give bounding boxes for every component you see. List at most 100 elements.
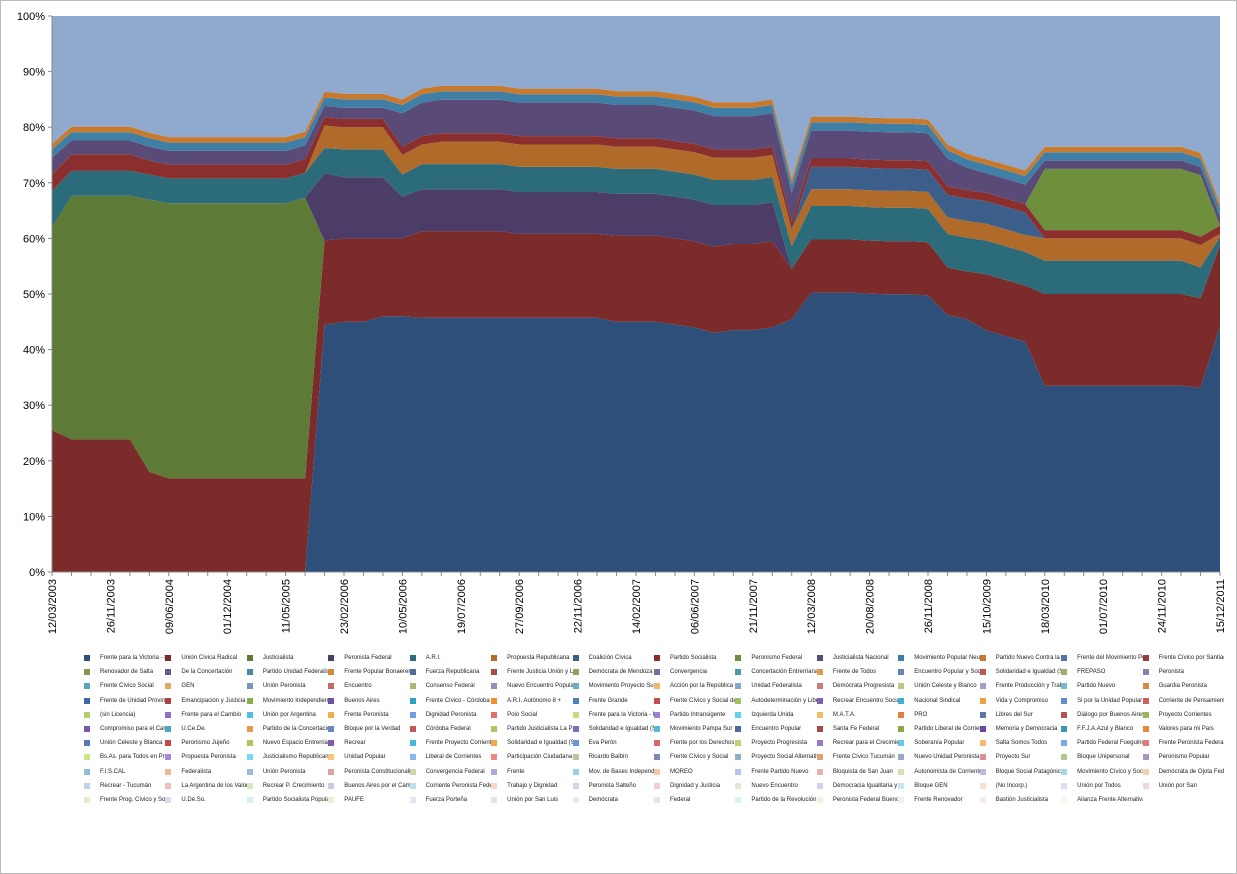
legend-item: Si por la Unidad Popular bbox=[1061, 697, 1142, 705]
legend-label: Partido Socialista Popular bbox=[262, 796, 329, 803]
legend-item: Unión Peronista bbox=[246, 682, 328, 690]
legend-item: Partido de la Revolución Democrática bbox=[735, 796, 817, 804]
legend-item: Soberanía Popular bbox=[898, 739, 979, 747]
legend-label: La Argentina de los Valores bbox=[181, 782, 247, 789]
legend-swatch bbox=[328, 711, 335, 718]
legend-item: Justicialismo Republicano bbox=[246, 753, 328, 761]
legend-swatch bbox=[898, 768, 905, 775]
legend-label: Proyecto Sur bbox=[995, 754, 1031, 761]
legend-item: Nuevo Unidad Peronista bbox=[898, 753, 979, 761]
legend-label: Unión por Argentina bbox=[262, 711, 316, 718]
legend-item: Bloque GEN bbox=[898, 782, 979, 790]
legend-swatch bbox=[409, 655, 416, 661]
legend-label: Unión Celeste y Blanca bbox=[100, 740, 163, 747]
legend-swatch bbox=[1142, 655, 1149, 661]
legend-swatch bbox=[816, 697, 823, 704]
legend-swatch bbox=[979, 796, 986, 803]
legend-label: Bastión Justicialista bbox=[995, 796, 1049, 803]
legend-swatch bbox=[165, 725, 172, 732]
legend-item: Propuesta Republicana bbox=[491, 654, 572, 662]
legend-swatch bbox=[328, 669, 335, 676]
legend-swatch bbox=[409, 768, 416, 775]
legend-item: Partido Justicialista La Pampa bbox=[491, 725, 573, 733]
x-tick-label: 09/06/2004 bbox=[164, 579, 176, 634]
legend-label: Bloque Unipersonal bbox=[1077, 754, 1130, 761]
legend-label: Peronista Federal Buenos Aires bbox=[832, 796, 899, 803]
legend-swatch bbox=[654, 655, 660, 661]
legend-item: Peronista Constitucionalista bbox=[328, 768, 410, 776]
legend-label: Federalista bbox=[181, 768, 212, 775]
legend-label: Partido Nuevo Contra la Corrupción bbox=[995, 655, 1061, 661]
legend-item: Unión Peronista bbox=[246, 768, 328, 776]
y-tick-label: 40% bbox=[23, 345, 45, 357]
legend-label: Unión Celeste y Blanco bbox=[914, 683, 977, 690]
legend-swatch bbox=[165, 697, 172, 704]
legend-swatch bbox=[1142, 725, 1149, 732]
legend-label: Partido Intransigente bbox=[670, 711, 726, 718]
legend-label: Bloque GEN bbox=[914, 782, 948, 789]
legend-swatch bbox=[328, 754, 335, 761]
legend-item: Recrear para el Crecimiento bbox=[816, 739, 898, 747]
legend-item: Mov. de Bases Independientes bbox=[572, 768, 654, 776]
legend-label: Guardia Peronista bbox=[1158, 683, 1207, 690]
legend-item: Partido Unidad Federalista bbox=[246, 668, 328, 676]
legend-label: Movimiento Cívico y Social bbox=[1077, 768, 1143, 775]
legend-item: Unión Cívica Radical bbox=[165, 654, 246, 662]
legend-label: Frente Cívico por Santiago bbox=[1158, 655, 1224, 661]
legend-swatch bbox=[491, 740, 498, 747]
legend-label: Renovador de Salta bbox=[100, 669, 154, 676]
legend-label: Nuevo Encuentro bbox=[751, 782, 798, 789]
legend-item: Partido Nuevo bbox=[1061, 682, 1142, 690]
legend-item: Frente Popular Bonaerense bbox=[328, 668, 410, 676]
legend-item: Movimiento Independiente bbox=[246, 697, 328, 705]
legend-item: Partido Intransigente bbox=[654, 711, 735, 719]
legend-label: Peronismo Federal bbox=[751, 655, 803, 661]
y-tick-label: 30% bbox=[23, 400, 45, 412]
legend-swatch bbox=[1061, 740, 1068, 747]
legend-swatch bbox=[246, 683, 253, 690]
legend-item: Unidad Popular bbox=[328, 753, 409, 761]
legend-swatch bbox=[816, 711, 823, 718]
legend-item: Democracia Igualitaria y Participativa bbox=[816, 782, 898, 790]
legend-item: F.I.S.CAL bbox=[84, 768, 165, 776]
legend-label: Corriente de Pensamiento Federal bbox=[1158, 697, 1224, 704]
legend-swatch bbox=[654, 796, 660, 803]
legend-item: Justicialista bbox=[246, 654, 328, 662]
legend-swatch bbox=[491, 796, 498, 803]
legend-swatch bbox=[1061, 768, 1068, 775]
legend-swatch bbox=[572, 669, 579, 676]
legend-item: Bloque Unipersonal bbox=[1061, 753, 1142, 761]
legend-label: (sin Licencia) bbox=[100, 711, 136, 718]
legend-swatch bbox=[898, 669, 905, 676]
legend-item: Convergencia Federal bbox=[409, 768, 491, 776]
legend-label: Proyecto Social Alternativo bbox=[751, 754, 817, 761]
legend-item: Frente Renovador bbox=[898, 796, 979, 804]
legend-label: Frente para la Victoria - PJ bbox=[100, 655, 166, 661]
legend-item: Diálogo por Buenos Aires bbox=[1061, 711, 1143, 719]
legend-swatch bbox=[898, 782, 905, 789]
legend-swatch bbox=[328, 725, 335, 732]
x-tick-label: 10/05/2006 bbox=[397, 579, 409, 634]
legend-item: Recrear bbox=[328, 739, 409, 747]
legend-label: A.R.I. bbox=[425, 655, 441, 661]
legend-label: Recrear P. Crecimiento bbox=[262, 782, 325, 789]
legend-item: Fuerza Republicana bbox=[409, 668, 491, 676]
legend-item: Frente Cívico Social bbox=[84, 682, 165, 690]
legend-swatch bbox=[735, 711, 742, 718]
legend-label: Diálogo por Buenos Aires bbox=[1077, 711, 1143, 718]
legend-label: Dignidad y Justicia bbox=[670, 782, 721, 789]
legend-item: Bastión Justicialista bbox=[979, 796, 1061, 804]
legend-label: Recrear Encuentro Social bbox=[832, 697, 899, 704]
legend-label: De la Concertación bbox=[181, 669, 233, 676]
legend-label: Mov. de Bases Independientes bbox=[588, 768, 654, 775]
legend-swatch bbox=[816, 768, 823, 775]
x-tick-label: 22/11/2006 bbox=[573, 579, 585, 633]
legend-label: A.R.I. Autónomo 8 + bbox=[507, 697, 562, 704]
legend-label: Soberanía Popular bbox=[914, 740, 965, 747]
x-tick-label: 01/12/2004 bbox=[222, 579, 234, 634]
legend-item: Consenso Federal bbox=[409, 682, 491, 690]
legend-swatch bbox=[816, 754, 823, 761]
legend-swatch bbox=[491, 768, 498, 775]
legend-label: Partido Socialista bbox=[670, 655, 717, 661]
legend-item: Bs.As. para Todos en Proyecto Sur bbox=[84, 753, 165, 761]
